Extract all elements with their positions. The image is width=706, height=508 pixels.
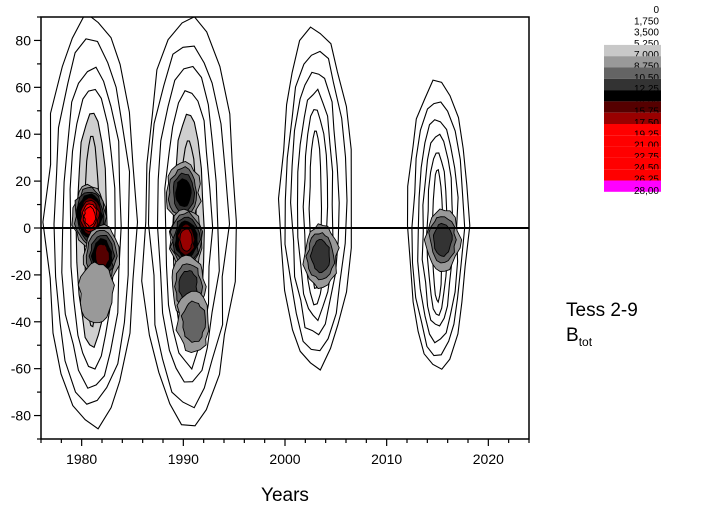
color-scale-label: 26,25 (634, 175, 659, 186)
contour-line (53, 38, 131, 405)
contour-core-level (309, 239, 331, 274)
contour-core-level (77, 261, 115, 324)
color-scale-swatch (604, 78, 661, 91)
color-scale-swatch (604, 169, 661, 181)
y-tick-label: -60 (11, 361, 31, 377)
contour-line (406, 79, 471, 370)
contour-line (147, 45, 231, 409)
color-scale-label: 14,00 (634, 95, 659, 106)
color-scale-label: 19,25 (634, 129, 659, 140)
color-scale-label: 15,75 (634, 107, 659, 118)
contour-line (296, 88, 334, 322)
color-scale-swatch (604, 180, 661, 192)
annotation-quantity-subscript: tot (578, 335, 593, 349)
contour-line (61, 66, 122, 389)
contour-line (141, 17, 237, 427)
x-tick-label: 1990 (168, 451, 199, 467)
color-scale-swatch (604, 146, 661, 158)
color-scale-swatch (604, 90, 661, 102)
annotation-quantity: Btot (566, 325, 592, 349)
color-scale-label: 0 (653, 5, 659, 16)
color-scale-legend: 01,7503,5005,2507,0008,75010,5012,2514,0… (604, 5, 661, 197)
contour-core-level (180, 300, 206, 343)
color-scale-label: 10,50 (634, 73, 659, 84)
contour-line (277, 26, 352, 371)
y-tick-label: 20 (15, 173, 31, 189)
x-tick-label: 2010 (371, 451, 402, 467)
annotation-quantity-main: B (566, 325, 579, 346)
x-tick-label: 2000 (269, 451, 300, 467)
y-tick-label: 80 (15, 32, 31, 48)
contour-core-level (175, 178, 192, 207)
color-scale-label: 28,00 (634, 186, 659, 197)
color-scale-label: 22,75 (634, 152, 659, 163)
contour-layer (42, 17, 471, 430)
color-scale-swatch (604, 101, 661, 113)
contour-line (417, 119, 459, 344)
y-tick-label: 60 (15, 79, 31, 95)
x-tick-label: 1980 (66, 451, 97, 467)
contour-cycle (42, 17, 139, 430)
contour-line (42, 17, 139, 430)
y-tick-label: 0 (23, 220, 31, 236)
contour-line (284, 50, 348, 352)
contour-core-level (432, 222, 453, 257)
color-scale-label: 17,50 (634, 118, 659, 129)
y-tick-label: 40 (15, 126, 31, 142)
color-scale-label: 8,750 (634, 62, 659, 73)
color-scale-label: 24,50 (634, 163, 659, 174)
contour-line (156, 65, 220, 383)
color-scale-swatch (604, 44, 661, 57)
y-axis: 80 60 40 20 0 -20 -40 -60 -80 (11, 16, 41, 440)
y-tick-label: -20 (11, 267, 31, 283)
color-scale-swatch (604, 157, 661, 170)
contour-cycle (406, 79, 471, 370)
contour-line (421, 133, 454, 327)
annotation-title: Tess 2-9 (566, 300, 638, 321)
x-tick-label: 2020 (473, 451, 504, 467)
y-tick-label: -40 (11, 314, 31, 330)
color-scale-swatch (604, 56, 661, 68)
x-axis: 1980 1990 2000 2010 2020 (40, 439, 530, 467)
color-scale-label: 1,750 (634, 16, 659, 27)
color-scale-label: 7,000 (634, 50, 659, 61)
color-scale-label: 3,500 (634, 28, 659, 39)
contour-core-level (83, 205, 97, 227)
color-scale-label: 5,250 (634, 39, 659, 50)
x-axis-label: Years (261, 485, 309, 506)
color-scale-swatch (604, 124, 661, 136)
color-scale-label: 12,25 (634, 84, 659, 95)
contour-core-level (179, 228, 193, 252)
color-scale-label: 21,00 (634, 141, 659, 152)
color-scale-swatch (604, 135, 661, 147)
color-scale-swatch (604, 67, 661, 79)
contour-cycle (141, 17, 237, 427)
contour-cycle (277, 26, 352, 371)
y-tick-label: -80 (11, 408, 31, 424)
contour-line (290, 71, 340, 336)
color-scale-swatch (604, 112, 661, 124)
